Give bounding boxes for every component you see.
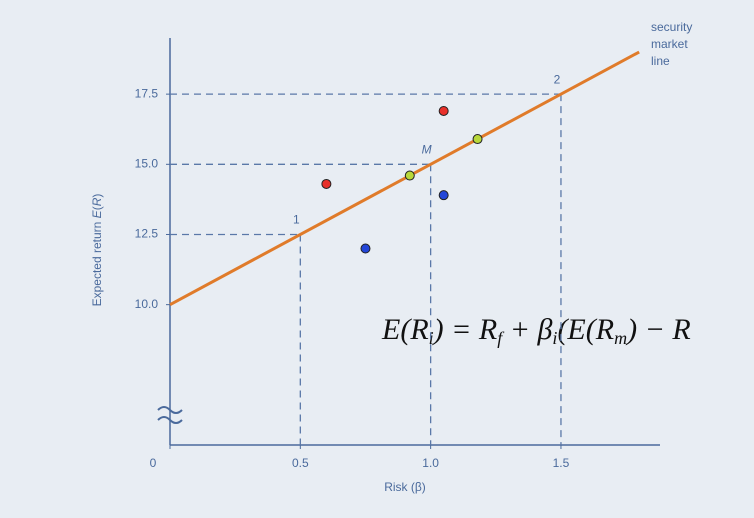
annotation: security [651,20,692,34]
y-tick-label: 15.0 [135,156,159,170]
security-point [321,178,332,189]
security-market-line [169,50,640,306]
formula: E(Ri) = Rf + βi(E(Rm) − R [381,313,691,348]
x-tick-label: 0 [150,456,157,470]
y-tick-label: 12.5 [135,227,159,241]
y-label-part: R [90,197,104,206]
formula-part: (E(R [557,313,614,346]
y-tick-label: 17.5 [135,86,159,100]
y-axis-label: Expected return E(R) [90,194,104,307]
annotation: market [651,37,688,51]
formula-part: ) = R [432,313,498,346]
point-label: 1 [293,213,300,227]
formula-part: m [614,328,627,348]
formula-part: ) − R [625,313,691,346]
formula-part: + β [502,313,552,346]
security-point [472,134,483,145]
annotation: line [651,54,670,68]
x-axis-label: Risk (β) [384,480,426,494]
y-label-part: E [90,209,104,218]
point-label: 2 [554,72,561,86]
formula-part: i [552,328,557,348]
security-point [438,190,449,201]
y-label-part: Expected return [90,218,104,306]
security-point [438,105,449,116]
point-label: M [422,142,432,156]
security-point [404,170,415,181]
x-tick-label: 1.0 [422,456,439,470]
security-point [360,243,371,254]
y-label-part: ) [90,194,104,198]
formula-part: f [497,328,505,348]
x-tick-label: 0.5 [292,456,309,470]
formula-part: E(R [381,313,429,346]
x-tick-label: 1.5 [553,456,570,470]
y-label-part: ( [90,206,104,210]
axis-break [157,406,183,424]
y-tick-label: 10.0 [135,297,159,311]
